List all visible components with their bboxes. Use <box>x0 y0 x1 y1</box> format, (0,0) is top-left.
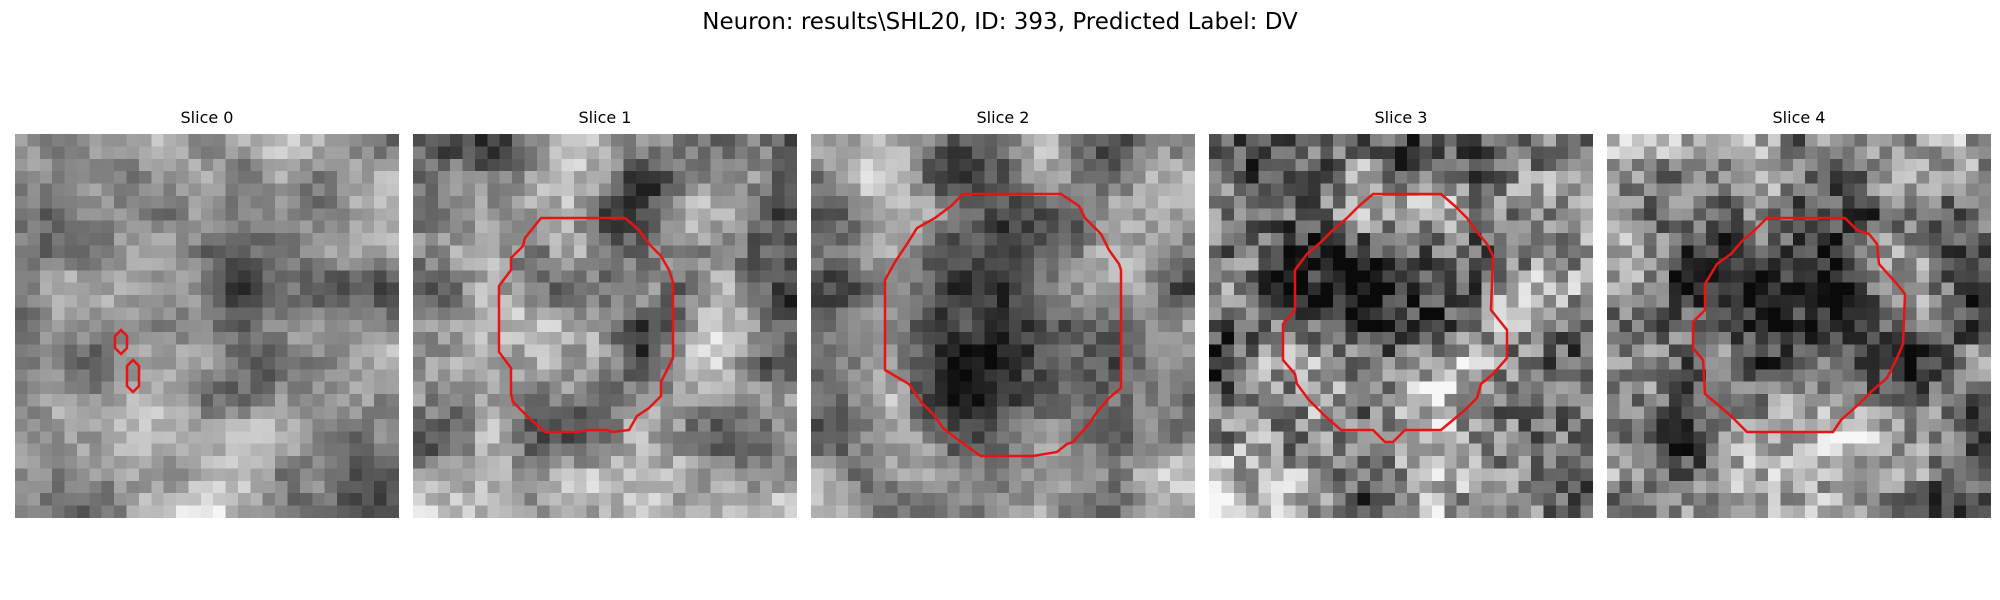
roi-contour-3 <box>1281 192 1509 444</box>
roi-contour-4 <box>1691 216 1907 434</box>
slice-title-0: Slice 0 <box>180 108 234 127</box>
slice-title-4: Slice 4 <box>1772 108 1826 127</box>
slice-title-1: Slice 1 <box>578 108 632 127</box>
slice-image-1 <box>413 134 797 518</box>
slice-panel-0: Slice 0 <box>15 108 399 518</box>
slice-panel-2: Slice 2 <box>811 108 1195 518</box>
slice-panel-4: Slice 4 <box>1607 108 1991 518</box>
slice-image-4 <box>1607 134 1991 518</box>
slice-panel-1: Slice 1 <box>413 108 797 518</box>
figure-title: Neuron: results\SHL20, ID: 393, Predicte… <box>702 9 1298 35</box>
roi-contour-2 <box>883 192 1123 458</box>
slice-image-2 <box>811 134 1195 518</box>
roi-contour-1 <box>497 216 675 434</box>
slice-title-3: Slice 3 <box>1374 108 1428 127</box>
slice-panel-3: Slice 3 <box>1209 108 1593 518</box>
slice-title-2: Slice 2 <box>976 108 1030 127</box>
slice-image-3 <box>1209 134 1593 518</box>
roi-contour-0 <box>113 328 141 394</box>
slice-image-0 <box>15 134 399 518</box>
